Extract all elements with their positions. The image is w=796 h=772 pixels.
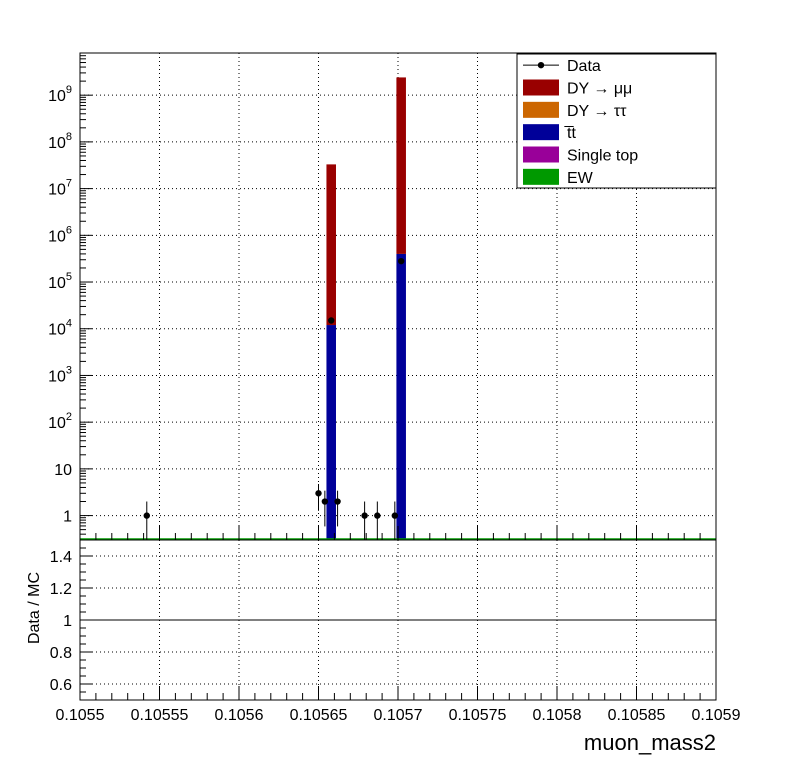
x-tick-label: 0.10575 [449,707,507,724]
bar-segment [326,325,336,540]
x-axis-label: muon_mass2 [584,730,716,755]
y-tick-label-exponent: 5 [66,271,72,283]
y-tick-label-exponent: 9 [66,84,72,96]
bar-segment [396,253,406,540]
y-tick-label: 106 [48,224,72,245]
y-tick-label-base: 10 [48,228,66,245]
y-tick-label: 104 [48,318,72,339]
x-tick-label: 0.10585 [608,707,666,724]
y-tick-label-exponent: 2 [66,411,72,423]
data-point [143,512,150,519]
data-point [315,490,322,497]
data-point [321,498,329,505]
bar-segment [326,164,336,326]
data-point [374,512,381,519]
stacked-bars [326,77,406,540]
ratio-y-tick-label: 0.6 [50,677,72,694]
data-points [143,257,405,540]
y-tick-label-exponent: 4 [66,318,72,330]
y-tick-label: 103 [48,364,72,385]
ratio-y-axis-label: Data / MC [26,572,43,644]
data-point [391,512,399,519]
legend: Data DY → μμ DY → ττ t̅t Single top EW [516,53,717,189]
x-tick-label: 0.1056 [215,707,264,724]
ratio-y-tick-label: 0.8 [50,645,72,662]
x-tick-label: 0.1058 [533,707,582,724]
ratio-y-tick-label: 1.2 [50,581,72,598]
x-tick-label: 0.10565 [290,707,348,724]
y-tick-label: 1 [63,509,72,526]
y-tick-label-exponent: 7 [66,178,72,190]
legend-marker [537,61,545,69]
legend-label: Single top [567,148,638,165]
y-tick-label-base: 10 [48,135,66,152]
y-tick-label: 102 [48,411,72,432]
x-tick-label: 0.10555 [131,707,189,724]
data-point [328,317,335,324]
y-tick-label-base: 10 [48,415,66,432]
y-tick-label-exponent: 3 [66,364,72,376]
y-tick-label-exponent: 8 [66,131,72,143]
x-tick-label: 0.1057 [374,707,423,724]
y-tick-label-exponent: 6 [66,224,72,236]
legend-label: Data [567,58,601,75]
legend-swatch [523,101,559,118]
y-tick-label: 109 [48,84,72,105]
y-tick-label: 107 [48,178,72,199]
legend-swatch [523,146,559,163]
y-tick-label: 108 [48,131,72,152]
bar-segment [396,77,406,254]
y-tick-label: 105 [48,271,72,292]
legend-label: DY → ττ [567,103,627,120]
y-tick-label: 10 [54,462,72,479]
data-point [397,257,405,265]
y-tick-label-base: 10 [48,322,66,339]
ratio-y-tick-label: 1.4 [50,549,72,566]
legend-box [516,53,717,189]
x-tick-label: 0.1059 [692,707,741,724]
ratio-y-tick-label: 1 [63,613,72,630]
data-point [361,512,368,519]
data-point [334,498,341,505]
y-tick-label-base: 10 [48,88,66,105]
x-tick-label: 0.1055 [56,707,105,724]
y-tick-label-base: 10 [48,368,66,385]
legend-label: t̅t [564,125,576,142]
legend-label: DY → μμ [567,81,632,98]
legend-swatch [523,124,559,141]
legend-swatch [523,79,559,96]
y-tick-label-base: 10 [48,182,66,199]
ratio-axes: 0.6 0.8 1 1.2 1.4 0.1055 0.10555 0.1056 0.10565 0… [50,539,741,724]
legend-swatch [523,168,559,185]
legend-label: EW [567,170,594,187]
y-tick-label-base: 10 [48,275,66,292]
